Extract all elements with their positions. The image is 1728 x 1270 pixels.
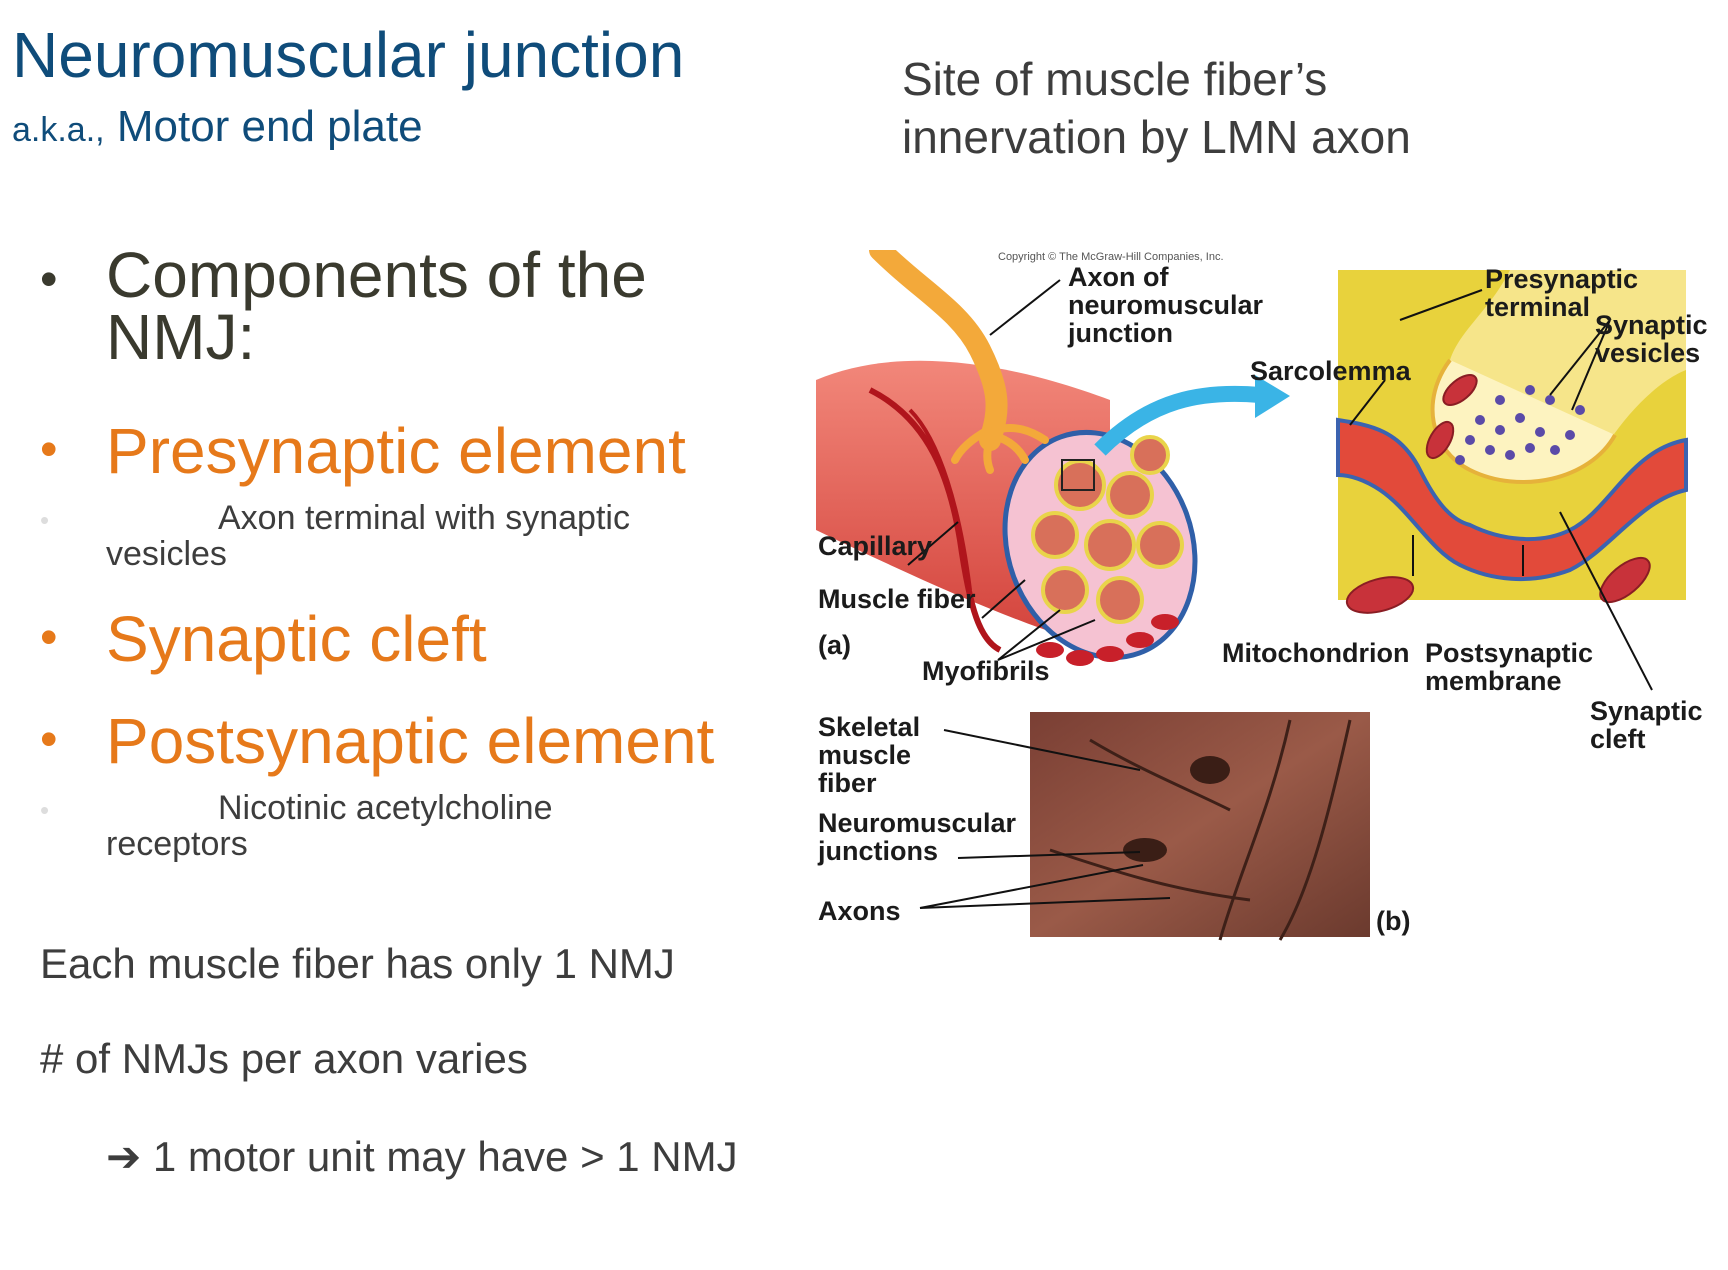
presynaptic-sub-text: Axon terminal with synaptic vesicles [106, 499, 630, 573]
site-line-2: innervation by LMN axon [902, 111, 1411, 163]
label-sarcolemma: Sarcolemma [1250, 356, 1412, 386]
postsynaptic-text: Postsynaptic element [106, 705, 715, 777]
statement-per-axon: # of NMJs per axon varies [40, 1035, 528, 1082]
sub-bullet-presynaptic: • Axon terminal with synaptic vesicles [0, 500, 720, 580]
presynaptic-text: Presynaptic element [106, 415, 686, 487]
label-postsynaptic-membrane: Postsynaptic membrane [1425, 638, 1593, 696]
zoomed-synapse-illustration [1336, 270, 1688, 614]
postsynaptic-sub-text: Nicotinic acetylcholine receptors [106, 789, 553, 863]
cleft-text: Synaptic cleft [106, 603, 487, 675]
label-panel-b: (b) [1376, 906, 1410, 936]
components-text: Components of the NMJ: [106, 239, 647, 373]
label-neuromuscular-junctions: Neuromuscular junctions [817, 808, 1017, 866]
bullet-components: • Components of the NMJ: [0, 239, 780, 374]
copyright-text: Copyright © The McGraw-Hill Companies, I… [998, 251, 1224, 263]
bullet-dot: • [40, 711, 58, 767]
axon-illustration [869, 250, 1008, 451]
slide-title: Neuromuscular junction [12, 19, 685, 91]
label-panel-a: (a) [818, 630, 851, 660]
motor-unit-text: 1 motor unit may have > 1 NMJ [152, 1133, 738, 1180]
label-synaptic-cleft: Synaptic cleft [1590, 696, 1703, 754]
label-skeletal-muscle-fiber: Skeletal muscle fiber [818, 712, 920, 798]
slide-subtitle: a.k.a., Motor end plate [12, 102, 423, 152]
label-mitochondrion: Mitochondrion [1222, 638, 1409, 668]
site-line-1: Site of muscle fiber’s [902, 53, 1328, 105]
label-axons: Axons [818, 896, 901, 926]
label-presynaptic-terminal: Presynaptic terminal [1485, 264, 1638, 322]
zoom-arrow-icon [1094, 385, 1261, 456]
label-axon: Axon of neuromuscular junction [1067, 262, 1264, 348]
nmj-figure: Copyright © The McGraw-Hill Companies, I… [816, 250, 1708, 941]
statement-one-nmj: Each muscle fiber has only 1 NMJ [40, 940, 675, 987]
bullet-dot: • [40, 609, 58, 665]
subtitle-text: Motor end plate [116, 102, 423, 151]
sub-bullet-postsynaptic: • Nicotinic acetylcholine receptors [0, 790, 720, 870]
label-synaptic-vesicles: Synaptic vesicles [1595, 310, 1708, 368]
arrow-right-icon: ➔ [106, 1133, 142, 1180]
sub-bullet-dot: • [40, 505, 50, 535]
micrograph-photo [1030, 712, 1370, 937]
bullet-dot: • [40, 251, 58, 307]
label-myofibrils: Myofibrils [922, 656, 1050, 686]
bullet-dot: • [40, 421, 58, 477]
site-description: Site of muscle fiber’s innervation by LM… [902, 50, 1411, 166]
subtitle-prefix: a.k.a., [12, 111, 105, 149]
label-muscle-fiber: Muscle fiber [818, 584, 976, 614]
label-capillary: Capillary [818, 531, 932, 561]
sub-bullet-dot: • [40, 795, 50, 825]
bullet-cleft: • Synaptic cleft [0, 602, 780, 675]
bullet-presynaptic: • Presynaptic element [0, 414, 780, 487]
bullet-postsynaptic: • Postsynaptic element [0, 704, 790, 777]
statement-motor-unit: ➔ 1 motor unit may have > 1 NMJ [106, 1132, 738, 1181]
zoom-box [1061, 459, 1095, 491]
